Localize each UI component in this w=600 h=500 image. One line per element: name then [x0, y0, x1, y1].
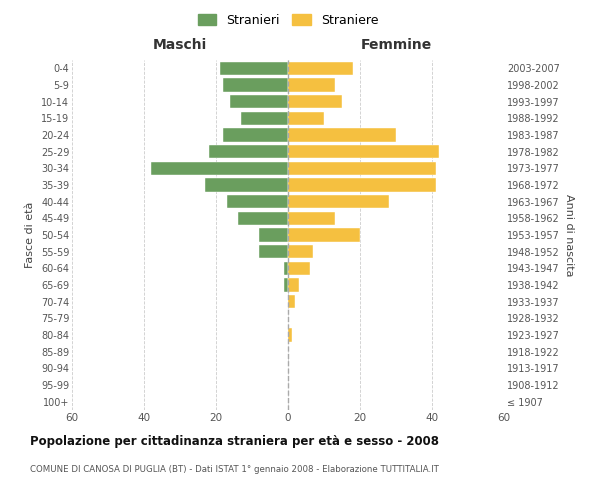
Bar — [284, 262, 288, 275]
Bar — [288, 128, 396, 141]
Bar — [223, 78, 288, 92]
Bar — [241, 112, 288, 125]
Bar — [288, 262, 310, 275]
Bar — [227, 195, 288, 208]
Bar — [223, 128, 288, 141]
Text: Popolazione per cittadinanza straniera per età e sesso - 2008: Popolazione per cittadinanza straniera p… — [30, 435, 439, 448]
Bar — [288, 178, 436, 192]
Y-axis label: Anni di nascita: Anni di nascita — [563, 194, 574, 276]
Text: Maschi: Maschi — [153, 38, 207, 52]
Bar — [288, 228, 360, 241]
Text: COMUNE DI CANOSA DI PUGLIA (BT) - Dati ISTAT 1° gennaio 2008 - Elaborazione TUTT: COMUNE DI CANOSA DI PUGLIA (BT) - Dati I… — [30, 465, 439, 474]
Bar — [288, 195, 389, 208]
Bar — [288, 95, 342, 108]
Bar — [288, 162, 436, 175]
Bar — [238, 212, 288, 225]
Bar — [209, 145, 288, 158]
Bar — [288, 112, 324, 125]
Bar — [288, 62, 353, 75]
Bar — [288, 328, 292, 342]
Bar — [220, 62, 288, 75]
Bar — [230, 95, 288, 108]
Y-axis label: Fasce di età: Fasce di età — [25, 202, 35, 268]
Legend: Stranieri, Straniere: Stranieri, Straniere — [193, 8, 383, 32]
Bar — [288, 78, 335, 92]
Bar — [151, 162, 288, 175]
Bar — [288, 245, 313, 258]
Bar — [288, 145, 439, 158]
Bar — [259, 245, 288, 258]
Bar — [288, 295, 295, 308]
Bar — [284, 278, 288, 291]
Bar — [205, 178, 288, 192]
Text: Femmine: Femmine — [361, 38, 431, 52]
Bar — [259, 228, 288, 241]
Bar — [288, 278, 299, 291]
Bar — [288, 212, 335, 225]
